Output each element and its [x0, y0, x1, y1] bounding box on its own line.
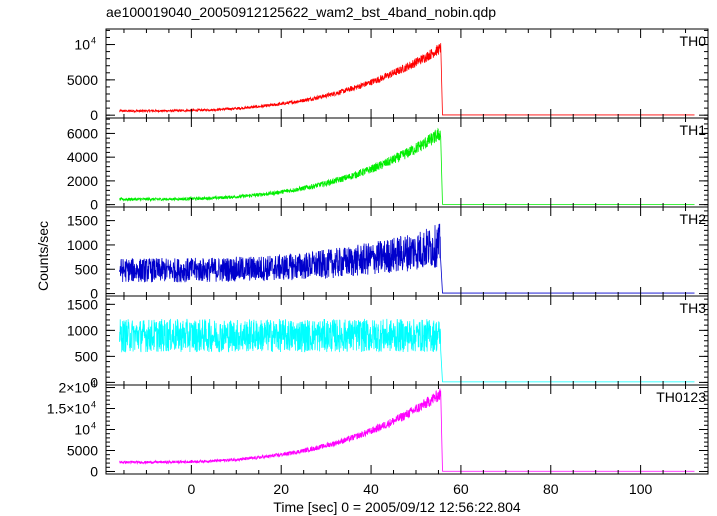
y-tick-label: 6000: [67, 125, 98, 141]
series-th3: [119, 318, 695, 383]
y-tick-label: 1500: [67, 213, 98, 229]
y-tick-label: 0: [90, 107, 98, 123]
y-tick-label: 5000: [67, 442, 98, 458]
series-th1: [119, 127, 695, 205]
panel-label: TH1: [680, 122, 707, 138]
x-tick-labels: 0 20 40 60 80 100: [187, 481, 652, 497]
x-tick-label: 20: [273, 481, 289, 497]
x-tick-label: 100: [629, 481, 653, 497]
y-tick-label: 10: [74, 422, 90, 438]
panel-th2: 0 500 1000 1500 TH2: [67, 206, 709, 302]
y-tick-label: 1000: [67, 237, 98, 253]
panel-th0: 0 5000 10 4 TH0: [67, 28, 709, 123]
series-th0: [119, 43, 695, 116]
y-tick-label: 1.5×10: [47, 401, 90, 417]
panel-label: TH3: [680, 300, 707, 316]
series-th0123: [119, 388, 695, 472]
y-tick-exponent: 4: [91, 400, 96, 410]
y-axis-label: Counts/sec: [35, 221, 51, 291]
y-tick-label: 4000: [67, 149, 98, 165]
panel-th3: 0 500 1000 1500 TH3: [67, 295, 709, 390]
x-axis-label: Time [sec] 0 = 2005/09/12 12:56:22.804: [273, 499, 521, 515]
x-tick-label: 0: [187, 481, 195, 497]
chart-title: ae100019040_20050912125622_wam2_bst_4ban…: [106, 4, 496, 20]
panel-label: TH0: [680, 33, 707, 49]
x-tick-label: 80: [543, 481, 559, 497]
y-tick-exponent: 4: [91, 36, 96, 46]
y-tick-exponent: 4: [91, 379, 96, 389]
y-tick-label: 10: [74, 37, 90, 53]
y-tick-label: 2000: [67, 173, 98, 189]
y-tick-label: 0: [90, 463, 98, 479]
panel-th1: 0 2000 4000 6000 TH1: [67, 117, 709, 213]
y-tick-label: 1500: [67, 296, 98, 312]
panel-frame: [105, 28, 709, 119]
series-th2: [119, 223, 695, 294]
panel-label: TH2: [680, 211, 707, 227]
y-tick-label: 0: [90, 286, 98, 302]
panel-frame: [105, 384, 709, 475]
y-tick-label: 500: [75, 261, 99, 277]
y-tick-label: 0: [90, 374, 98, 390]
panel-label: TH0123: [656, 389, 706, 405]
y-tick-label: 1000: [67, 322, 98, 338]
x-tick-label: 60: [453, 481, 469, 497]
y-tick-label: 2×10: [58, 380, 90, 396]
y-tick-label: 0: [90, 197, 98, 213]
x-tick-label: 40: [363, 481, 379, 497]
panel-frame: [105, 117, 709, 208]
y-tick-label: 5000: [67, 72, 98, 88]
y-tick-exponent: 4: [91, 421, 96, 431]
y-tick-label: 500: [75, 348, 99, 364]
